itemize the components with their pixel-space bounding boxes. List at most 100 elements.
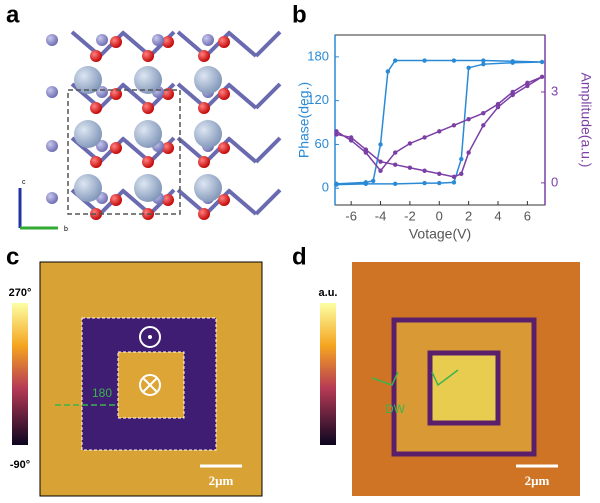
atom [46, 140, 58, 152]
atom [74, 174, 102, 202]
bond [204, 188, 232, 216]
bond [226, 188, 258, 216]
atom [162, 142, 174, 154]
data-point [451, 174, 457, 180]
data-point [437, 171, 442, 176]
x-tick-label: -2 [404, 208, 416, 223]
data-point [378, 142, 383, 147]
series-line [336, 76, 543, 178]
atom [194, 174, 222, 202]
crystal-structure [46, 30, 282, 220]
y-tick-label: 120 [307, 92, 329, 107]
unit-cell [67, 89, 181, 215]
atom [162, 36, 174, 48]
data-point [539, 74, 545, 80]
scale-bar-label: 2μm [525, 473, 550, 488]
data-point [459, 171, 464, 176]
data-point [510, 89, 515, 95]
data-point [525, 83, 530, 89]
y2-axis-label: Amplitude(a.u.) [578, 73, 594, 168]
data-point [510, 59, 515, 64]
polarization-down [139, 374, 161, 396]
chart: -6 -4 -2 0 2 4 606012018003Votage(V)Phase(deg.… [296, 34, 594, 242]
y-tick-label: 180 [307, 48, 329, 63]
bond [254, 136, 282, 164]
atom [46, 34, 58, 46]
data-point [363, 150, 369, 155]
atom [110, 194, 122, 206]
atom [90, 156, 102, 168]
data-point [422, 58, 427, 63]
atom [110, 36, 122, 48]
data-point [334, 129, 339, 134]
axis-label: b [64, 226, 68, 233]
bond [204, 136, 232, 164]
data-point [510, 92, 515, 98]
axis-label: c [22, 179, 26, 186]
atom [134, 120, 162, 148]
bond [226, 30, 258, 58]
polarization-up [139, 326, 161, 348]
data-point [451, 180, 457, 185]
y2-tick-label: 3 [551, 83, 558, 98]
domain-wall [427, 350, 501, 426]
atom [74, 120, 102, 148]
colorbar [320, 303, 336, 445]
atom [198, 208, 210, 220]
data-point [393, 181, 398, 187]
atom [218, 142, 230, 154]
atom [142, 156, 154, 168]
atom [198, 156, 210, 168]
atom [218, 88, 230, 100]
x-tick-label: 0 [436, 208, 443, 223]
atom [152, 34, 164, 46]
atom [90, 102, 102, 114]
atom [74, 66, 102, 94]
colorbar-label: -90° [10, 459, 30, 471]
atom [198, 50, 210, 62]
atom [202, 34, 214, 46]
data-point [348, 135, 354, 140]
bond [254, 188, 282, 216]
panel-label: c [6, 243, 19, 270]
bond [226, 136, 258, 164]
data-point [466, 65, 471, 71]
data-point [481, 123, 486, 128]
atom [218, 194, 230, 206]
colorbar-label: 270° [9, 287, 32, 299]
y-tick-label: 60 [315, 136, 329, 151]
data-point [348, 138, 354, 143]
panel-label: a [6, 1, 20, 28]
series-line [336, 59, 543, 186]
atom [134, 174, 162, 202]
data-point [437, 180, 442, 186]
atom [96, 140, 108, 152]
annotation-arrow [371, 369, 459, 387]
scale-bar-label: 2μm [209, 473, 234, 488]
data-point [481, 61, 486, 67]
data-point [422, 180, 427, 186]
data-point [385, 69, 391, 74]
data-point [459, 156, 464, 162]
atom [194, 66, 222, 94]
data-point [466, 117, 471, 122]
data-point [370, 178, 376, 184]
x-tick-label: 6 [524, 208, 531, 223]
data-point [378, 159, 383, 164]
data-point [495, 104, 501, 110]
data-point [393, 150, 398, 155]
atom [134, 66, 162, 94]
colorbar-label: a.u. [319, 287, 338, 299]
atom [96, 34, 108, 46]
x-tick-label: -6 [345, 208, 357, 223]
y2-tick-label: 0 [551, 174, 558, 189]
data-point [334, 181, 339, 187]
data-point [363, 180, 369, 185]
data-point [437, 129, 442, 134]
annotation: DW [385, 402, 406, 416]
data-point [481, 58, 486, 63]
bond [254, 30, 282, 58]
x-axis-label: Votage(V) [409, 226, 471, 242]
bond [254, 82, 282, 110]
